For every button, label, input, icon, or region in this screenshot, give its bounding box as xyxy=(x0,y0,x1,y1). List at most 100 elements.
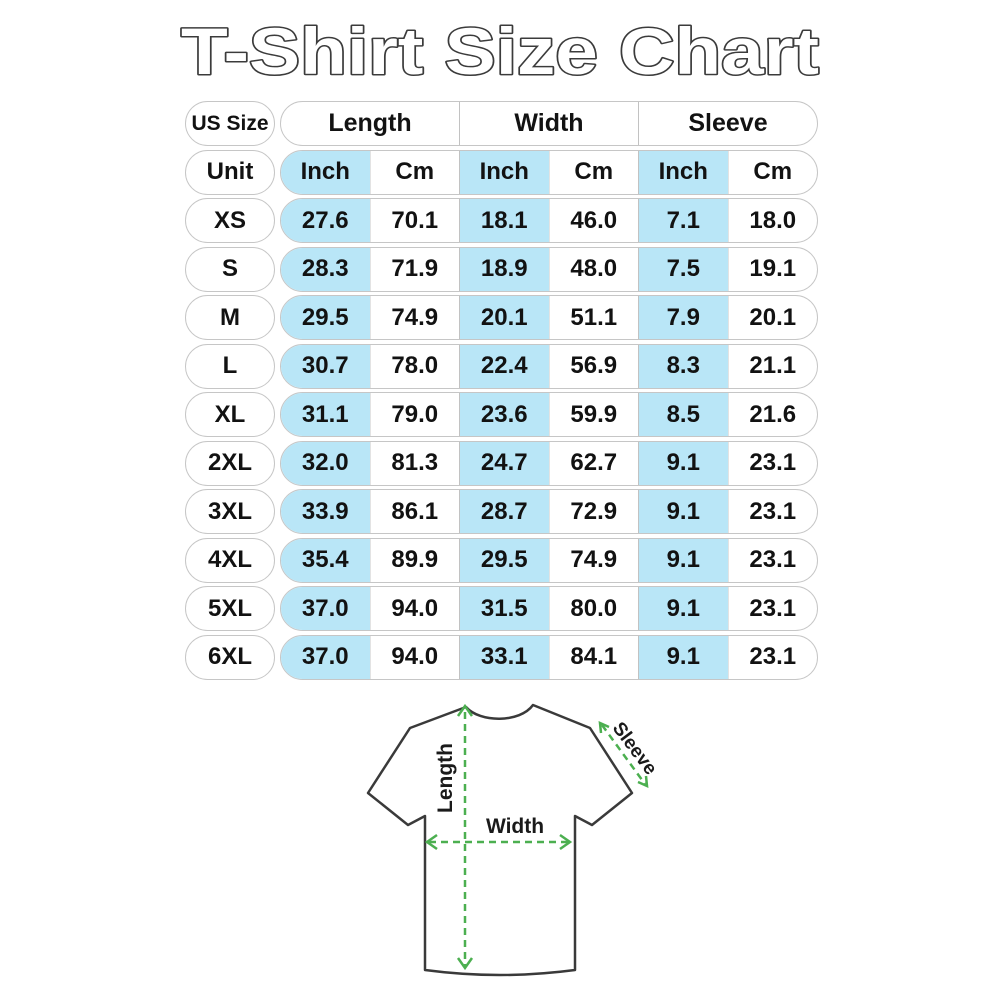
value-cell-width-inch: 18.1 xyxy=(459,199,549,242)
row-values-pill: 31.1 79.0 23.6 59.9 8.5 21.6 xyxy=(280,392,818,437)
value-cell-length-inch: 37.0 xyxy=(281,587,370,630)
size-label: 4XL xyxy=(185,537,275,583)
value-cell-sleeve-cm: 21.1 xyxy=(727,344,818,388)
row-values-pill: 35.4 89.9 29.5 74.9 9.1 23.1 xyxy=(280,537,818,583)
value-cell-length-cm: 74.9 xyxy=(369,296,460,339)
unit-values-pill: Inch Cm Inch Cm Inch Cm xyxy=(280,149,818,195)
group-header-width: Width xyxy=(459,102,638,145)
value-cell-length-inch: 31.1 xyxy=(281,393,370,436)
value-cell-width-cm: 62.7 xyxy=(548,441,639,485)
row-values-pill: 27.6 70.1 18.1 46.0 7.1 18.0 xyxy=(280,198,818,243)
size-label: 5XL xyxy=(185,586,275,631)
length-arrow xyxy=(456,703,474,971)
value-cell-width-cm: 84.1 xyxy=(548,635,639,679)
table-row: XS 27.6 70.1 18.1 46.0 7.1 18.0 xyxy=(185,198,818,243)
group-header-pill: Length Width Sleeve xyxy=(280,101,818,146)
value-cell-length-cm: 79.0 xyxy=(369,393,460,436)
row-values-pill: 33.9 86.1 28.7 72.9 9.1 23.1 xyxy=(280,489,818,534)
value-cell-width-inch: 29.5 xyxy=(459,538,549,582)
value-cell-width-inch: 18.9 xyxy=(459,247,549,291)
value-cell-length-inch: 35.4 xyxy=(281,538,370,582)
group-header-sleeve: Sleeve xyxy=(638,102,817,145)
unit-cell-cm: Cm xyxy=(548,150,639,194)
size-label: L xyxy=(185,343,275,389)
size-label: 6XL xyxy=(185,634,275,680)
value-cell-sleeve-inch: 9.1 xyxy=(638,538,728,582)
row-values-pill: 30.7 78.0 22.4 56.9 8.3 21.1 xyxy=(280,343,818,389)
value-cell-sleeve-inch: 9.1 xyxy=(638,635,728,679)
value-cell-width-inch: 20.1 xyxy=(459,296,549,339)
value-cell-sleeve-inch: 9.1 xyxy=(638,587,728,630)
value-cell-sleeve-cm: 23.1 xyxy=(727,441,818,485)
value-cell-length-inch: 29.5 xyxy=(281,296,370,339)
value-cell-sleeve-cm: 23.1 xyxy=(727,490,818,533)
value-cell-length-cm: 78.0 xyxy=(369,344,460,388)
value-cell-sleeve-inch: 8.3 xyxy=(638,344,728,388)
unit-cell-inch: Inch xyxy=(638,150,728,194)
table-row: 3XL 33.9 86.1 28.7 72.9 9.1 23.1 xyxy=(185,489,818,534)
value-cell-sleeve-cm: 20.1 xyxy=(727,296,818,339)
value-cell-width-inch: 23.6 xyxy=(459,393,549,436)
value-cell-length-inch: 27.6 xyxy=(281,199,370,242)
value-cell-sleeve-cm: 23.1 xyxy=(727,587,818,630)
table-row: L 30.7 78.0 22.4 56.9 8.3 21.1 xyxy=(185,343,818,389)
unit-cell-cm: Cm xyxy=(727,150,818,194)
value-cell-sleeve-cm: 23.1 xyxy=(727,635,818,679)
value-cell-length-cm: 94.0 xyxy=(369,635,460,679)
page-title-text: T-Shirt Size Chart xyxy=(181,14,819,88)
corner-header-us-size: US Size xyxy=(185,101,275,146)
sleeve-arrow xyxy=(598,720,649,789)
tshirt-outline xyxy=(366,703,634,977)
value-cell-width-cm: 72.9 xyxy=(548,490,639,533)
unit-cell-inch: Inch xyxy=(281,150,370,194)
value-cell-length-inch: 33.9 xyxy=(281,490,370,533)
table-row: 5XL 37.0 94.0 31.5 80.0 9.1 23.1 xyxy=(185,586,818,631)
value-cell-sleeve-cm: 18.0 xyxy=(727,199,818,242)
value-cell-width-cm: 80.0 xyxy=(548,587,639,630)
tshirt-measurement-diagram: Length Width Sleeve xyxy=(366,703,661,977)
value-cell-width-cm: 46.0 xyxy=(548,199,639,242)
size-label: XL xyxy=(185,392,275,437)
value-cell-sleeve-cm: 23.1 xyxy=(727,538,818,582)
group-header-length: Length xyxy=(328,109,412,137)
value-cell-width-cm: 56.9 xyxy=(548,344,639,388)
size-table: US Size Length Width Sleeve Unit Inch Cm… xyxy=(185,101,818,680)
value-cell-width-inch: 22.4 xyxy=(459,344,549,388)
value-cell-width-cm: 74.9 xyxy=(548,538,639,582)
value-cell-width-inch: 28.7 xyxy=(459,490,549,533)
table-row: XL 31.1 79.0 23.6 59.9 8.5 21.6 xyxy=(185,392,818,437)
page-title: T-Shirt Size Chart xyxy=(180,13,821,90)
value-cell-sleeve-inch: 9.1 xyxy=(638,441,728,485)
row-values-pill: 28.3 71.9 18.9 48.0 7.5 19.1 xyxy=(280,246,818,292)
value-cell-width-cm: 48.0 xyxy=(548,247,639,291)
row-values-pill: 29.5 74.9 20.1 51.1 7.9 20.1 xyxy=(280,295,818,340)
value-cell-width-cm: 51.1 xyxy=(548,296,639,339)
length-label: Length xyxy=(434,743,457,813)
value-cell-sleeve-inch: 7.5 xyxy=(638,247,728,291)
row-values-pill: 37.0 94.0 33.1 84.1 9.1 23.1 xyxy=(280,634,818,680)
size-label: M xyxy=(185,295,275,340)
size-label: 3XL xyxy=(185,489,275,534)
value-cell-width-inch: 33.1 xyxy=(459,635,549,679)
value-cell-length-inch: 37.0 xyxy=(281,635,370,679)
size-label: S xyxy=(185,246,275,292)
value-cell-sleeve-inch: 8.5 xyxy=(638,393,728,436)
table-row: 6XL 37.0 94.0 33.1 84.1 9.1 23.1 xyxy=(185,634,818,680)
value-cell-sleeve-cm: 21.6 xyxy=(727,393,818,436)
value-cell-length-cm: 71.9 xyxy=(369,247,460,291)
value-cell-length-cm: 86.1 xyxy=(369,490,460,533)
unit-header-row: Unit Inch Cm Inch Cm Inch Cm xyxy=(185,149,818,195)
value-cell-length-inch: 32.0 xyxy=(281,441,370,485)
row-values-pill: 32.0 81.3 24.7 62.7 9.1 23.1 xyxy=(280,440,818,486)
size-label: XS xyxy=(185,198,275,243)
unit-cell-cm: Cm xyxy=(369,150,460,194)
value-cell-length-cm: 89.9 xyxy=(369,538,460,582)
width-label: Width xyxy=(486,815,544,838)
unit-cell-inch: Inch xyxy=(459,150,549,194)
value-cell-length-inch: 30.7 xyxy=(281,344,370,388)
value-cell-sleeve-inch: 7.9 xyxy=(638,296,728,339)
table-header-row: US Size Length Width Sleeve xyxy=(185,101,818,146)
table-row: S 28.3 71.9 18.9 48.0 7.5 19.1 xyxy=(185,246,818,292)
value-cell-sleeve-cm: 19.1 xyxy=(727,247,818,291)
